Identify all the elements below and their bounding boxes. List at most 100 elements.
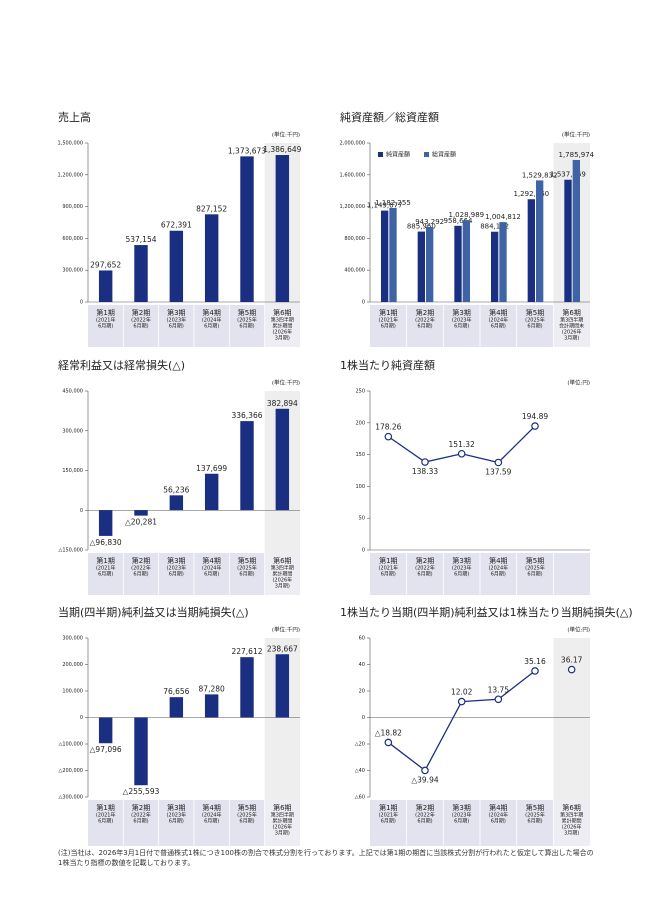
y-tick-label: △150,000 bbox=[58, 548, 83, 554]
x-tick-label: 6月期) bbox=[491, 819, 506, 825]
bar bbox=[98, 270, 113, 302]
x-tick-label: 第4期 bbox=[202, 803, 220, 812]
bar bbox=[169, 495, 184, 511]
x-tick-label: 第3期 bbox=[167, 556, 185, 565]
x-tick-label: (2021年 bbox=[378, 317, 398, 324]
y-tick-label: 20 bbox=[359, 689, 365, 695]
x-tick-label: 6月期) bbox=[133, 324, 148, 330]
value-label: △18.82 bbox=[375, 728, 402, 737]
x-tick-label: 6月期) bbox=[417, 819, 432, 825]
y-tick-label: 0 bbox=[80, 715, 83, 721]
highlight-column bbox=[553, 638, 590, 800]
bar bbox=[275, 654, 290, 718]
y-tick-label: 400,000 bbox=[344, 268, 365, 274]
x-tick-label: 累計期間 bbox=[272, 323, 292, 330]
x-tick-label: 3月期) bbox=[275, 831, 290, 837]
chart-title: 経常利益又は経常損失(△) bbox=[58, 358, 185, 372]
legend-swatch bbox=[424, 152, 430, 157]
x-tick-label: (2024年 bbox=[488, 565, 508, 572]
x-tick-label: 第5期 bbox=[238, 803, 256, 812]
x-tick-label: 第6期 bbox=[562, 803, 580, 812]
value-label: △255,593 bbox=[123, 787, 160, 796]
x-tick-label: (2021年 bbox=[96, 317, 116, 324]
value-label: 76,656 bbox=[163, 687, 189, 696]
x-tick-label: 6月期) bbox=[527, 324, 542, 330]
bar bbox=[275, 155, 290, 302]
x-tick-label: (2023年 bbox=[452, 812, 472, 819]
y-tick-label: 0 bbox=[80, 300, 83, 306]
value-label: 672,391 bbox=[161, 221, 192, 230]
y-tick-label: 450,000 bbox=[62, 389, 83, 395]
legend-label: 純資産額 bbox=[386, 151, 410, 159]
chart-title: 1株当たり純資産額 bbox=[340, 358, 435, 372]
x-tick-label: (2024年 bbox=[488, 317, 508, 324]
x-tick-label: (2024年 bbox=[202, 565, 222, 572]
x-tick-label: (2025年 bbox=[525, 812, 545, 819]
bar bbox=[134, 510, 148, 516]
x-tick-label: 6月期) bbox=[204, 819, 219, 825]
y-tick-label: 1,500,000 bbox=[58, 141, 83, 147]
y-tick-label: 2,000,000 bbox=[340, 141, 365, 147]
y-tick-label: △20 bbox=[355, 742, 365, 748]
x-tick-label: 第3四半期 bbox=[271, 317, 294, 324]
x-tick-label: (2026年 bbox=[272, 329, 292, 336]
value-label: 36.17 bbox=[561, 656, 583, 665]
point bbox=[384, 432, 393, 441]
x-tick-label: 6月期) bbox=[204, 324, 219, 330]
y-tick-label: 900,000 bbox=[62, 204, 83, 210]
x-tick-label: (2021年 bbox=[378, 812, 398, 819]
value-label: 87,280 bbox=[199, 684, 225, 693]
x-tick-label: (2026年 bbox=[562, 329, 582, 336]
x-tick-label: 第5期 bbox=[526, 308, 544, 317]
x-tick-label: 第6期 bbox=[273, 556, 291, 565]
point bbox=[567, 665, 576, 674]
value-label: △96,830 bbox=[90, 538, 122, 547]
x-tick-label: 6月期) bbox=[381, 572, 396, 578]
unit-label: (単位:千円) bbox=[272, 131, 300, 139]
y-tick-label: △100,000 bbox=[58, 742, 83, 748]
highlight-category bbox=[264, 305, 300, 347]
x-tick-label: 第1期 bbox=[379, 803, 397, 812]
x-tick-label: 3月期) bbox=[564, 831, 579, 837]
x-tick-label: 6月期) bbox=[381, 324, 396, 330]
bar bbox=[527, 199, 535, 302]
x-tick-label: 6月期) bbox=[133, 819, 148, 825]
point bbox=[421, 458, 429, 466]
x-tick-label: 第2期 bbox=[132, 308, 150, 317]
value-label: 194.89 bbox=[522, 412, 548, 421]
value-label: 885,960 bbox=[407, 223, 436, 231]
x-tick-label: (2025年 bbox=[237, 812, 257, 819]
x-tick-label: (2023年 bbox=[166, 812, 186, 819]
value-label: 138.33 bbox=[412, 467, 438, 476]
x-tick-label: 第4期 bbox=[489, 803, 507, 812]
x-tick-label: 第3期 bbox=[167, 308, 185, 317]
x-tick-label: 第1期 bbox=[96, 556, 114, 565]
y-tick-label: 0 bbox=[80, 508, 83, 514]
x-tick-label: (2022年 bbox=[415, 317, 435, 324]
value-label: 827,152 bbox=[196, 204, 227, 213]
x-tick-label: 6月期) bbox=[454, 324, 469, 330]
value-label: 1,182,255 bbox=[375, 199, 411, 207]
value-label: 1,149,677 bbox=[367, 202, 403, 210]
x-tick-label: 第2期 bbox=[132, 556, 150, 565]
x-tick-label: (2023年 bbox=[166, 565, 186, 572]
x-tick-label: 第5期 bbox=[526, 556, 544, 565]
x-tick-label: 第4期 bbox=[202, 556, 220, 565]
x-tick-label: 第3四半期 bbox=[271, 812, 294, 819]
x-tick-label: 第3期 bbox=[452, 803, 470, 812]
value-label: 12.02 bbox=[451, 688, 473, 697]
y-tick-label: 150,000 bbox=[62, 468, 83, 474]
point bbox=[494, 695, 503, 704]
x-tick-label: (2022年 bbox=[415, 812, 435, 819]
bar bbox=[454, 225, 462, 302]
value-label: 382,894 bbox=[267, 399, 298, 408]
x-tick-label: 第3四半期 bbox=[560, 317, 583, 324]
point bbox=[531, 422, 539, 430]
x-tick-label: 第6期 bbox=[273, 308, 291, 317]
bar bbox=[536, 180, 544, 302]
y-tick-label: 40 bbox=[359, 662, 365, 668]
unit-label: (単位:円) bbox=[567, 626, 590, 634]
value-label: 137,699 bbox=[196, 464, 227, 473]
y-tick-label: 50 bbox=[359, 516, 365, 522]
